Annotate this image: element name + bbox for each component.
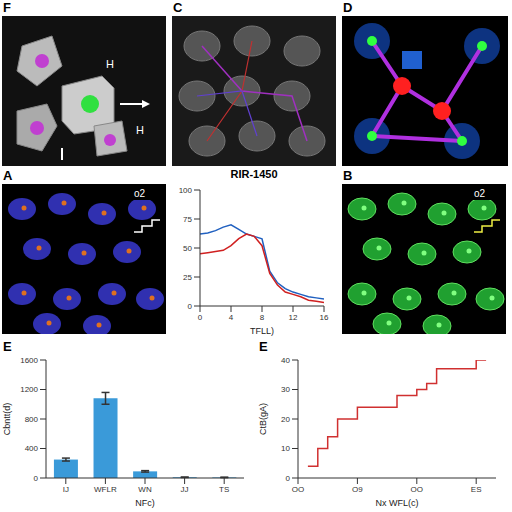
svg-text:O9: O9: [352, 485, 363, 494]
svg-text:OO: OO: [292, 485, 304, 494]
svg-text:TS: TS: [219, 485, 229, 494]
svg-text:JJ: JJ: [181, 485, 189, 494]
svg-text:1200: 1200: [20, 385, 38, 394]
html-text:D: D: [343, 0, 353, 15]
svg-text:10: 10: [281, 444, 290, 453]
html-text:F: F: [3, 0, 11, 15]
svg-text:WN: WN: [138, 485, 152, 494]
svg-text:WFLR: WFLR: [94, 485, 117, 494]
svg-text:o2: o2: [134, 188, 146, 199]
svg-text:100: 100: [179, 186, 193, 195]
svg-text:0: 0: [286, 474, 291, 483]
svg-text:0: 0: [34, 474, 39, 483]
svg-text:400: 400: [25, 444, 39, 453]
svg-text:16: 16: [320, 313, 329, 322]
svg-text:50: 50: [183, 244, 192, 253]
svg-text:CtB(gA): CtB(gA): [258, 403, 268, 435]
svg-text:8: 8: [260, 313, 265, 322]
svg-text:1600: 1600: [20, 356, 38, 365]
svg-text:30: 30: [281, 385, 290, 394]
svg-text:Cbntt(d): Cbntt(d): [2, 403, 12, 436]
svg-text:12: 12: [289, 313, 298, 322]
html-text:E: E: [259, 339, 268, 354]
svg-text:4: 4: [229, 313, 234, 322]
svg-text:ES: ES: [471, 485, 482, 494]
svg-text:0: 0: [198, 313, 203, 322]
svg-text:NFc): NFc): [135, 498, 155, 508]
svg-text:IJ: IJ: [63, 485, 69, 494]
html-text:E: E: [3, 339, 12, 354]
svg-text:H: H: [136, 124, 144, 136]
svg-text:75: 75: [183, 215, 192, 224]
svg-text:o2: o2: [474, 188, 486, 199]
svg-text:Nx WFL(c): Nx WFL(c): [376, 498, 419, 508]
svg-text:H: H: [106, 58, 114, 70]
svg-text:800: 800: [25, 415, 39, 424]
html-text:C: C: [173, 0, 183, 15]
svg-text:TFLL): TFLL): [250, 326, 274, 336]
html-text:RIR-1450: RIR-1450: [230, 168, 278, 180]
svg-text:40: 40: [281, 356, 290, 365]
svg-text:25: 25: [183, 273, 192, 282]
svg-text:OO: OO: [411, 485, 423, 494]
html-text:A: A: [3, 168, 13, 183]
svg-text:20: 20: [281, 415, 290, 424]
svg-text:0: 0: [188, 302, 193, 311]
html-text:B: B: [343, 168, 353, 183]
